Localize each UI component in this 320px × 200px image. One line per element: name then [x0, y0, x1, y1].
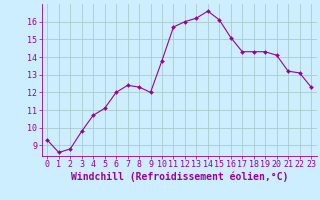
- X-axis label: Windchill (Refroidissement éolien,°C): Windchill (Refroidissement éolien,°C): [70, 172, 288, 182]
